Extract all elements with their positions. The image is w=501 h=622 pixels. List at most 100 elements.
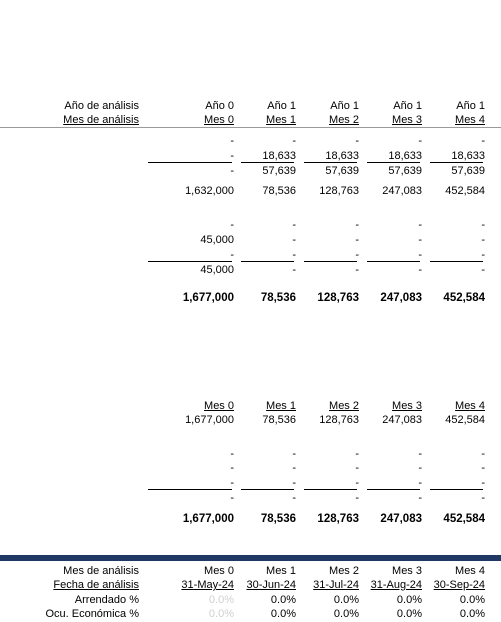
cell: 128,763 bbox=[319, 185, 359, 197]
cell: Año 1 bbox=[330, 100, 359, 112]
underline-rule bbox=[367, 489, 420, 490]
row-label: Ocu. Económica % bbox=[45, 608, 139, 620]
cell: 452,584 bbox=[443, 513, 485, 525]
cell: 31-Jul-24 bbox=[313, 579, 359, 591]
underline-rule bbox=[430, 489, 483, 490]
cell: - bbox=[481, 135, 485, 147]
cell: 247,083 bbox=[382, 414, 422, 426]
cell: - bbox=[292, 264, 296, 276]
cell: Mes 2 bbox=[329, 400, 359, 412]
cell: 31-Aug-24 bbox=[370, 579, 422, 591]
cell: - bbox=[481, 462, 485, 474]
cell: - bbox=[355, 492, 359, 504]
cell: Mes 0 bbox=[204, 114, 234, 126]
underline-rule bbox=[430, 261, 483, 262]
cell: - bbox=[418, 219, 422, 231]
cell: 0.0% bbox=[459, 594, 485, 606]
cell: - bbox=[355, 135, 359, 147]
cell: Mes 1 bbox=[266, 400, 296, 412]
cell: 0.0% bbox=[396, 608, 422, 620]
cell: - bbox=[418, 135, 422, 147]
cell: - bbox=[481, 492, 485, 504]
cell: - bbox=[355, 264, 359, 276]
cell: - bbox=[230, 492, 234, 504]
cell: - bbox=[481, 448, 485, 460]
cell: Mes 4 bbox=[455, 400, 485, 412]
underline-rule bbox=[367, 261, 420, 262]
underline-rule bbox=[304, 489, 357, 490]
cell: - bbox=[292, 135, 296, 147]
row-label: Arrendado % bbox=[74, 594, 139, 606]
cell: - bbox=[481, 219, 485, 231]
cell: - bbox=[355, 249, 359, 261]
cell: - bbox=[418, 249, 422, 261]
cell: 247,083 bbox=[382, 185, 422, 197]
underline-rule bbox=[430, 162, 483, 163]
cell: 18,633 bbox=[262, 150, 296, 162]
cell: 78,536 bbox=[262, 185, 296, 197]
cell: 78,536 bbox=[260, 292, 296, 304]
cell: 0.0% bbox=[459, 608, 485, 620]
cell: 247,083 bbox=[380, 292, 422, 304]
cell: Mes 0 bbox=[204, 565, 234, 577]
cell: Mes 2 bbox=[329, 114, 359, 126]
cell: Mes 3 bbox=[392, 565, 422, 577]
cell: 18,633 bbox=[451, 150, 485, 162]
cell: - bbox=[355, 219, 359, 231]
cell: 128,763 bbox=[317, 292, 359, 304]
cell: - bbox=[292, 448, 296, 460]
cell: 0.0% bbox=[208, 608, 234, 620]
cell: - bbox=[292, 249, 296, 261]
underline-rule bbox=[241, 261, 294, 262]
cell: - bbox=[418, 477, 422, 489]
cell: - bbox=[418, 264, 422, 276]
cell: 1,677,000 bbox=[182, 292, 234, 304]
cell: Mes 2 bbox=[329, 565, 359, 577]
cell: Mes 4 bbox=[455, 565, 485, 577]
cell: 452,584 bbox=[443, 292, 485, 304]
cell: 45,000 bbox=[200, 264, 234, 276]
underline-rule bbox=[241, 162, 294, 163]
cell: - bbox=[418, 462, 422, 474]
row-label: Mes de análisis bbox=[63, 565, 139, 577]
section-band bbox=[0, 555, 501, 561]
cell: - bbox=[355, 234, 359, 246]
cell: 57,639 bbox=[388, 165, 422, 177]
cell: - bbox=[292, 492, 296, 504]
row-label: Año de análisis bbox=[64, 100, 139, 112]
cell: Mes 3 bbox=[392, 400, 422, 412]
underline-rule bbox=[304, 162, 357, 163]
cell: - bbox=[230, 249, 234, 261]
cell: 0.0% bbox=[270, 594, 296, 606]
cell: - bbox=[292, 234, 296, 246]
cell: 78,536 bbox=[260, 513, 296, 525]
cell: 0.0% bbox=[396, 594, 422, 606]
cell: Mes 1 bbox=[266, 565, 296, 577]
cell: 45,000 bbox=[200, 234, 234, 246]
cell: 0.0% bbox=[333, 608, 359, 620]
cell: - bbox=[292, 477, 296, 489]
cell: 0.0% bbox=[333, 594, 359, 606]
underline-rule bbox=[241, 489, 294, 490]
cell: 1,632,000 bbox=[185, 185, 234, 197]
row-label: Mes de análisis bbox=[63, 114, 139, 126]
cell: 57,639 bbox=[451, 165, 485, 177]
cell: Mes 1 bbox=[266, 114, 296, 126]
cell: Año 1 bbox=[456, 100, 485, 112]
cell: - bbox=[418, 234, 422, 246]
cell: 0.0% bbox=[270, 608, 296, 620]
cell: - bbox=[481, 249, 485, 261]
cell: 57,639 bbox=[325, 165, 359, 177]
underline-rule bbox=[148, 489, 232, 490]
cell: 1,677,000 bbox=[182, 513, 234, 525]
cell: - bbox=[292, 219, 296, 231]
cell: - bbox=[230, 462, 234, 474]
freeze-line bbox=[0, 127, 501, 128]
cell: 452,584 bbox=[445, 414, 485, 426]
cell: - bbox=[355, 477, 359, 489]
cell: 78,536 bbox=[262, 414, 296, 426]
cell: - bbox=[230, 477, 234, 489]
cell: - bbox=[292, 462, 296, 474]
underline-rule bbox=[148, 162, 232, 163]
